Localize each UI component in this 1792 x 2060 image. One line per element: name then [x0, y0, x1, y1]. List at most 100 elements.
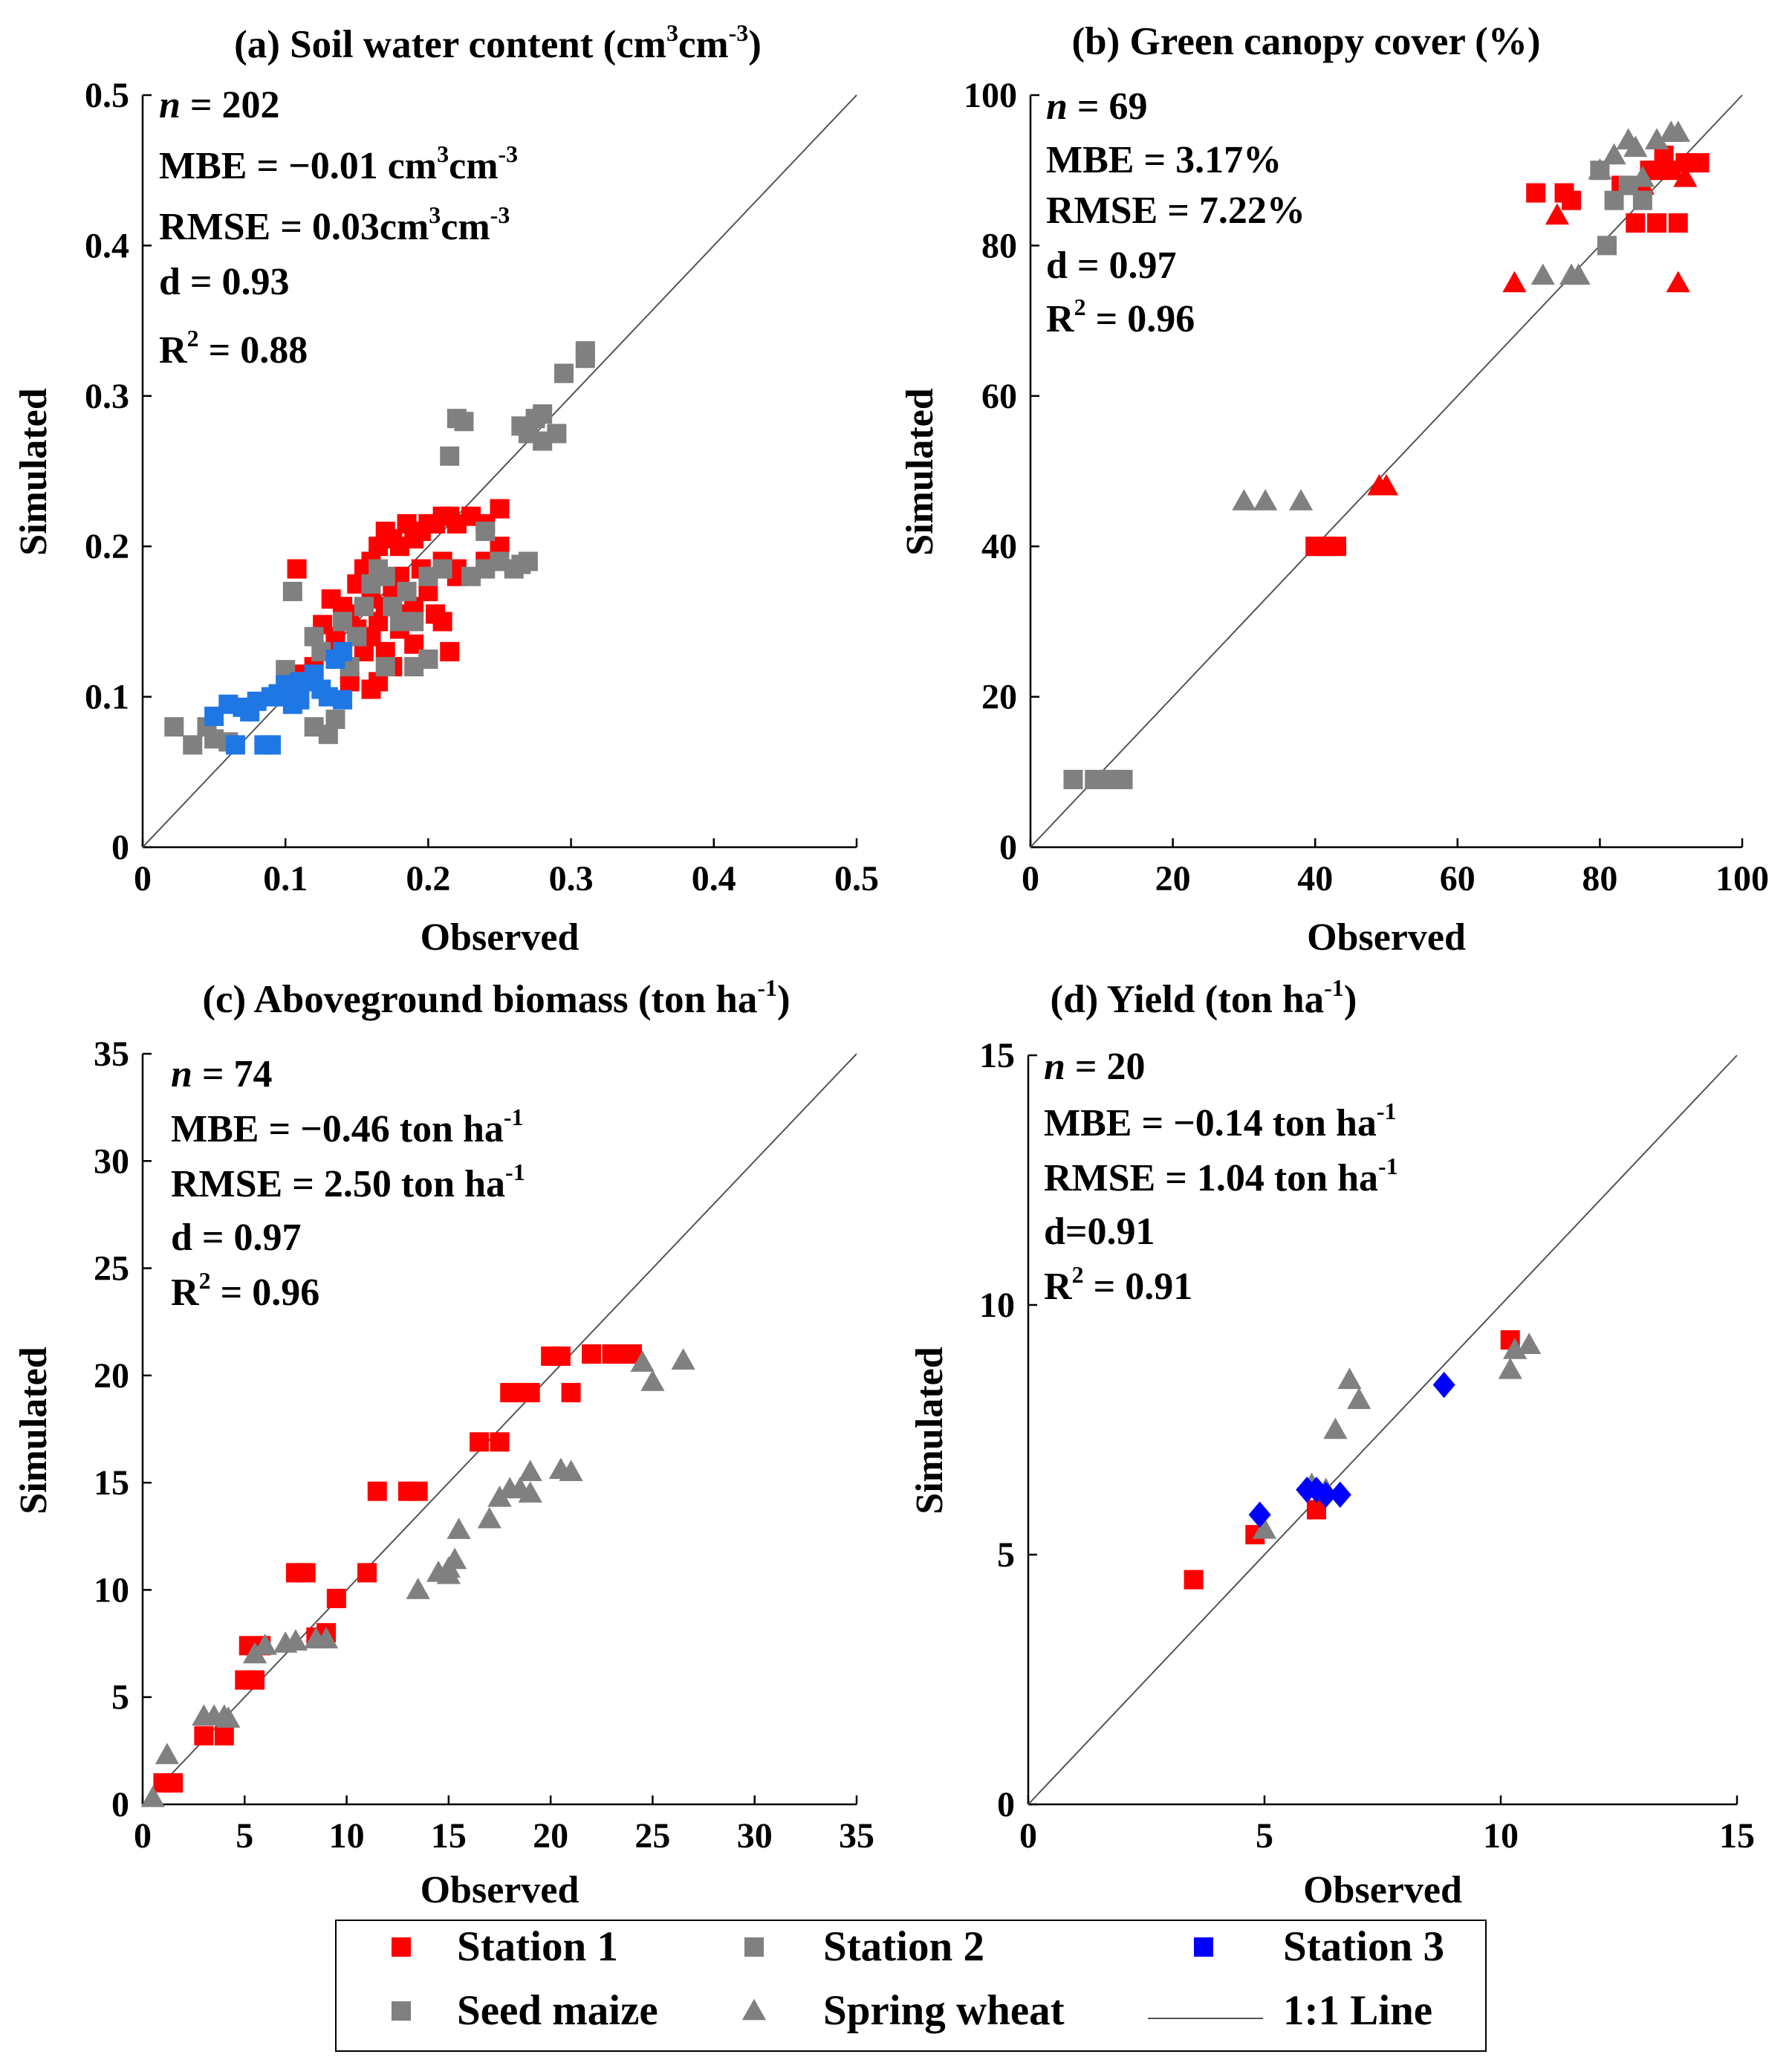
- x-tick-label: 15: [1719, 1816, 1755, 1856]
- panel-b-mbe: MBE = 3.17%: [1046, 139, 1282, 181]
- data-point: [1374, 473, 1399, 496]
- x-tick-label: 25: [634, 1816, 670, 1856]
- panel-b-r2: R2 = 0.96: [1046, 294, 1195, 340]
- data-point: [406, 1578, 430, 1599]
- legend-marker: [392, 2001, 411, 2021]
- data-point: [575, 341, 595, 361]
- panel-d-title: (d) Yield (ton ha-1): [1051, 974, 1357, 1021]
- data-point: [553, 363, 574, 383]
- legend-marker: [1194, 1937, 1213, 1957]
- x-tick-label: 60: [1440, 859, 1476, 898]
- panel-c-r2: R2 = 0.96: [171, 1267, 319, 1314]
- data-point: [630, 1350, 655, 1372]
- one-to-one-line: [1028, 1055, 1738, 1805]
- data-point: [367, 1481, 387, 1501]
- x-axis-label: Observed: [421, 1869, 580, 1911]
- y-axis-label: Simulated: [13, 388, 55, 555]
- data-point: [408, 1481, 428, 1501]
- x-tick-label: 0: [1022, 859, 1039, 898]
- panel-c-mbe: MBE = −0.46 ton ha-1: [171, 1104, 524, 1150]
- data-points: [140, 1344, 695, 1807]
- data-point: [1530, 263, 1555, 285]
- data-point: [442, 1547, 467, 1570]
- data-point: [354, 597, 374, 617]
- data-point: [1623, 135, 1648, 158]
- x-axis-label: Observed: [1307, 916, 1466, 959]
- data-point: [1184, 1570, 1204, 1590]
- data-point: [582, 1344, 602, 1364]
- data-point: [225, 735, 245, 755]
- x-tick-label: 5: [1256, 1816, 1273, 1856]
- data-point: [290, 690, 310, 710]
- data-point: [477, 1506, 501, 1529]
- data-point: [1566, 263, 1591, 285]
- panel-c-title: (c) Aboveground biomass (ton ha-1): [202, 974, 790, 1021]
- data-point: [1626, 213, 1646, 233]
- data-point: [533, 404, 553, 424]
- x-tick-label: 0: [1019, 1816, 1037, 1856]
- data-point: [551, 1346, 571, 1366]
- panel-d-r2: R2 = 0.91: [1044, 1261, 1192, 1308]
- y-tick-label: 0.3: [85, 377, 129, 416]
- data-point: [490, 499, 510, 519]
- data-point: [1517, 1332, 1542, 1355]
- data-point: [1113, 769, 1133, 789]
- data-point: [1647, 213, 1667, 233]
- y-tick-label: 0.2: [85, 527, 129, 566]
- data-point: [164, 717, 184, 737]
- data-point: [447, 1518, 471, 1539]
- x-tick-label: 30: [737, 1816, 773, 1856]
- data-point: [454, 412, 474, 432]
- data-point: [640, 1370, 665, 1391]
- y-tick-label: 0: [997, 1785, 1015, 1824]
- data-point: [214, 1726, 234, 1746]
- data-point: [1597, 236, 1617, 256]
- data-point: [333, 641, 353, 661]
- data-point: [216, 1706, 241, 1728]
- data-point: [1562, 190, 1582, 210]
- x-tick-label: 100: [1715, 859, 1769, 898]
- data-point: [325, 709, 345, 729]
- x-tick-label: 15: [431, 1816, 467, 1856]
- legend-label: 1:1 Line: [1283, 1987, 1432, 2034]
- x-tick-label: 0.3: [549, 859, 594, 898]
- panel-b-n: n = 69: [1046, 85, 1148, 128]
- data-point: [671, 1348, 695, 1370]
- data-point: [490, 1432, 510, 1452]
- y-tick-label: 0.5: [85, 76, 129, 115]
- data-point: [1432, 1371, 1455, 1399]
- y-tick-label: 5: [111, 1678, 129, 1717]
- data-point: [518, 1481, 542, 1503]
- y-tick-label: 0.4: [85, 226, 129, 265]
- panel-b-title: (b) Green canopy cover (%): [1072, 20, 1541, 63]
- x-axis-label: Observed: [1303, 1869, 1462, 1911]
- x-tick-label: 0.1: [263, 859, 308, 898]
- data-point: [1347, 1387, 1371, 1409]
- panel-d-mbe: MBE = −0.14 ton ha-1: [1044, 1098, 1397, 1144]
- panel-c-stats: n = 74 MBE = −0.46 ton ha-1 RMSE = 2.50 …: [171, 1053, 525, 1314]
- data-point: [518, 551, 538, 571]
- x-tick-label: 0.2: [406, 859, 450, 898]
- data-point: [1632, 190, 1652, 210]
- data-point: [163, 1773, 184, 1793]
- data-point: [404, 612, 424, 632]
- data-points: [164, 341, 595, 755]
- y-tick-label: 40: [981, 527, 1017, 566]
- x-tick-label: 0: [134, 859, 152, 898]
- panel-a-d: d = 0.93: [159, 261, 290, 303]
- data-point: [1630, 165, 1655, 187]
- x-tick-label: 5: [236, 1816, 253, 1856]
- legend-label: Station 3: [1283, 1923, 1444, 1970]
- y-tick-label: 0: [111, 828, 129, 867]
- one-to-one-line: [1030, 94, 1743, 848]
- data-point: [1323, 1417, 1348, 1439]
- y-tick-label: 35: [94, 1034, 129, 1074]
- panel-c: (c) Aboveground biomass (ton ha-1) n = 7…: [13, 974, 874, 1911]
- x-tick-label: 20: [1155, 859, 1191, 898]
- panel-d-n: n = 20: [1044, 1046, 1146, 1088]
- panel-c-d: d = 0.97: [171, 1217, 302, 1259]
- x-tick-label: 0.4: [692, 859, 736, 898]
- data-point: [261, 735, 281, 755]
- data-point: [1253, 489, 1278, 511]
- data-point: [1328, 1481, 1351, 1509]
